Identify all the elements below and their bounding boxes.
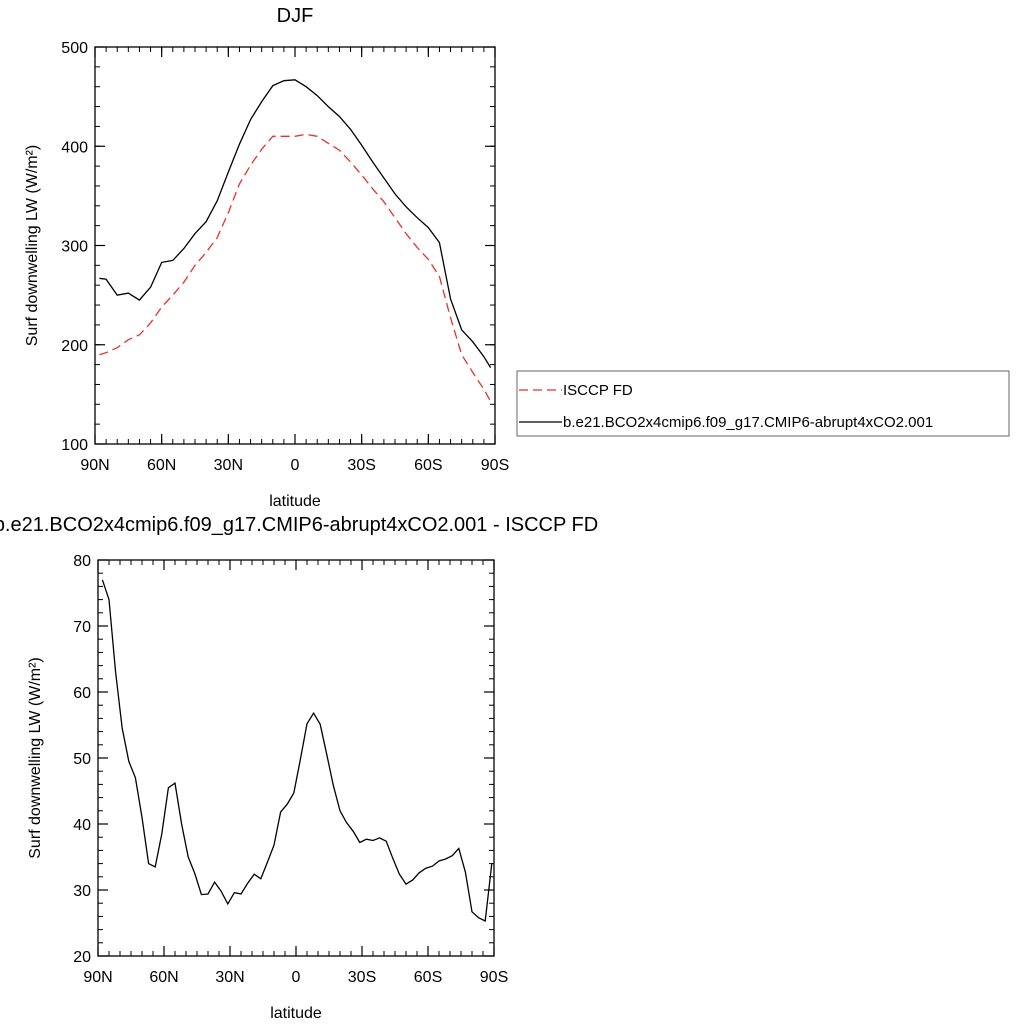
y-tick-label: 200	[61, 338, 88, 355]
y-tick-label: 50	[73, 751, 91, 768]
x-tick-label: 60S	[414, 969, 442, 986]
series-line-model	[99, 79, 492, 368]
legend: ISCCP FD b.e21.BCO2x4cmip6.f09_g17.CMIP6-…	[516, 370, 1010, 437]
y-tick-label: 30	[73, 883, 91, 900]
x-tick-label: 0	[291, 457, 300, 474]
x-tick-label: 90N	[80, 457, 109, 474]
y-tick-label: 400	[61, 139, 88, 156]
chart-title: b.e21.BCO2x4cmip6.f09_g17.CMIP6-abrupt4x…	[0, 514, 598, 536]
x-axis-label: latitude	[270, 1005, 322, 1022]
x-tick-label: 30N	[214, 457, 243, 474]
x-tick-label: 90S	[480, 969, 508, 986]
x-tick-label: 0	[292, 969, 301, 986]
x-tick-label: 30S	[347, 457, 375, 474]
bottom-panel-difference: b.e21.BCO2x4cmip6.f09_g17.CMIP6-abrupt4x…	[0, 514, 598, 1022]
x-axis-label: latitude	[269, 493, 321, 510]
x-tick-label: 90S	[481, 457, 509, 474]
y-axis-label: Surf downwelling LW (W/m²)	[27, 657, 44, 859]
y-tick-label: 40	[73, 817, 91, 834]
plot-frame	[94, 46, 496, 445]
x-tick-label: 30N	[215, 969, 244, 986]
legend-entry-label: b.e21.BCO2x4cmip6.f09_g17.CMIP6-abrupt4x…	[563, 414, 933, 431]
top-panel-djf: DJF 90N 60N 30N 0 30S 60S 90S 100 200 300 400 500 lat…	[24, 5, 509, 510]
y-tick-label: 100	[61, 437, 88, 454]
x-tick-label: 60N	[147, 457, 176, 474]
chart-title: DJF	[277, 5, 314, 27]
x-tick-label: 30S	[348, 969, 376, 986]
series-line-difference	[101, 579, 493, 922]
y-tick-label: 20	[73, 949, 91, 966]
y-tick-label: 500	[61, 40, 88, 57]
legend-box	[516, 370, 1010, 437]
y-tick-label: 80	[73, 553, 91, 570]
y-tick-label: 60	[73, 685, 91, 702]
y-tick-label: 70	[73, 619, 91, 636]
series-line-isccp-fd	[99, 133, 492, 402]
x-tick-label: 60S	[414, 457, 442, 474]
y-tick-label: 300	[61, 239, 88, 256]
x-tick-label: 90N	[83, 969, 112, 986]
x-tick-label: 60N	[149, 969, 178, 986]
plot-frame	[97, 559, 495, 957]
legend-entry-label: ISCCP FD	[563, 382, 633, 399]
y-axis-label: Surf downwelling LW (W/m²)	[24, 145, 41, 347]
